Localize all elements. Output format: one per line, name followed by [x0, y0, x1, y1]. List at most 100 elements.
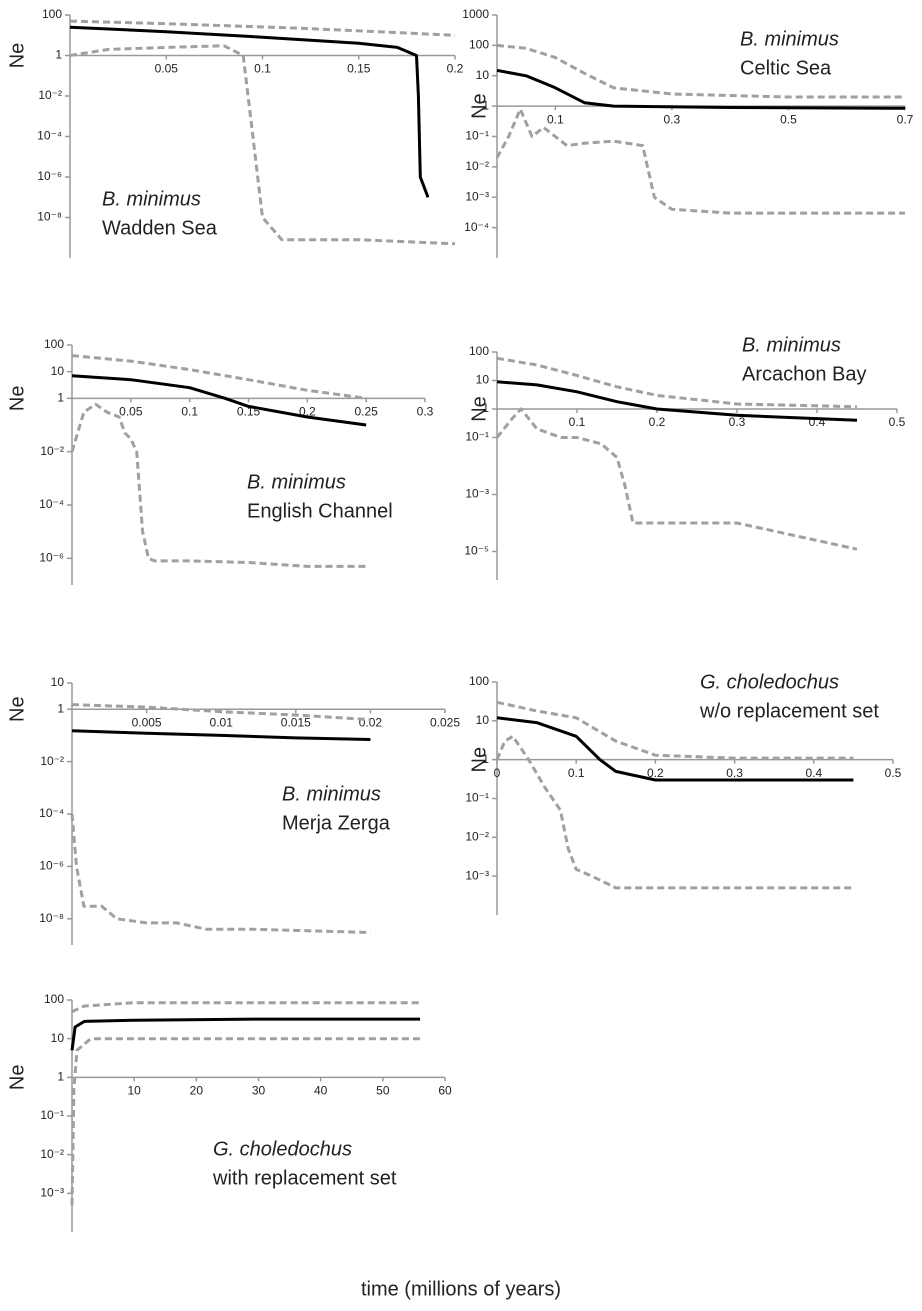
x-tick-label: 0.25 [354, 405, 378, 419]
species-label: G. choledochus [700, 671, 839, 693]
y-tick-label: 1 [55, 48, 62, 62]
species-label: B. minimus [247, 471, 346, 493]
y-tick-label: 10 [51, 1031, 65, 1045]
species-label: B. minimus [102, 188, 201, 210]
series-line [71, 374, 367, 427]
x-tick-label: 0.15 [347, 62, 371, 76]
x-tick-label: 0.5 [780, 112, 797, 126]
x-tick-label: 0.7 [897, 112, 914, 126]
y-tick-label: 10⁻³ [40, 1186, 64, 1200]
x-tick-label: 0.025 [430, 715, 460, 729]
x-tick-label: 0.02 [359, 715, 383, 729]
series-line [70, 813, 371, 934]
species-label: B. minimus [742, 334, 841, 356]
y-tick-label: 10⁻⁶ [39, 859, 64, 873]
species-label: B. minimus [282, 783, 381, 805]
y-tick-label: 10 [51, 675, 65, 689]
y-tick-label: 10⁻² [38, 88, 62, 102]
x-tick-label: 0.2 [447, 62, 464, 76]
y-tick-label: 1 [57, 701, 64, 715]
y-tick-label: 100 [44, 337, 64, 351]
y-axis-label: Ne [6, 1065, 28, 1091]
y-axis-label: Ne [6, 386, 28, 412]
y-tick-label: 10⁻⁴ [464, 220, 489, 234]
y-tick-label: 100 [469, 344, 489, 358]
y-tick-label: 1 [482, 98, 489, 112]
series-line [495, 407, 858, 551]
location-label: w/o replacement set [699, 700, 879, 722]
y-tick-label: 10 [476, 68, 490, 82]
location-label: Merja Zerga [282, 812, 391, 834]
location-label: Celtic Sea [740, 57, 832, 79]
x-tick-label: 0.015 [281, 715, 311, 729]
x-tick-label: 20 [190, 1084, 204, 1098]
y-tick-label: 1 [57, 391, 64, 405]
series-line [496, 356, 858, 409]
x-tick-label: 0.1 [547, 112, 564, 126]
y-axis-label: Ne [468, 396, 490, 422]
x-tick-label: 0.05 [119, 405, 143, 419]
y-axis-label: Ne [6, 43, 28, 69]
y-tick-label: 10⁻⁴ [39, 497, 64, 511]
location-label: Arcachon Bay [742, 363, 867, 385]
series-line [496, 716, 854, 782]
y-tick-label: 10⁻² [40, 444, 64, 458]
y-tick-label: 10⁻¹ [465, 430, 489, 444]
x-tick-label: 0.01 [210, 715, 234, 729]
series-line [69, 19, 456, 37]
series-line [71, 1001, 421, 1013]
x-tick-label: 0.4 [805, 766, 822, 780]
series-line [495, 107, 905, 215]
y-tick-label: 10⁻³ [465, 868, 489, 882]
series-line [496, 700, 854, 760]
x-tick-label: 0.5 [889, 415, 906, 429]
y-tick-label: 100 [469, 38, 489, 52]
y-tick-label: 10⁻⁶ [39, 551, 64, 565]
series-line [69, 44, 456, 246]
y-tick-label: 100 [44, 992, 64, 1006]
y-axis-label: Ne [468, 93, 490, 119]
location-label: Wadden Sea [102, 217, 218, 239]
y-tick-label: 10⁻⁴ [37, 129, 62, 143]
x-tick-label: 0.2 [647, 766, 664, 780]
y-tick-label: 10⁻¹ [465, 791, 489, 805]
series-line [70, 402, 367, 568]
x-tick-label: 0.1 [254, 62, 271, 76]
x-tick-label: 0.5 [885, 766, 902, 780]
y-tick-label: 10⁻⁸ [37, 210, 62, 224]
y-tick-label: 100 [469, 674, 489, 688]
series-line [69, 25, 430, 198]
x-tick-label: 0.3 [729, 415, 746, 429]
y-tick-label: 10⁻⁸ [39, 911, 64, 925]
y-tick-label: 10⁻⁴ [39, 806, 64, 820]
y-axis-label: Ne [6, 696, 28, 722]
x-axis-label: time (millions of years) [361, 1278, 561, 1300]
series-line [71, 354, 367, 400]
series-line [496, 68, 906, 110]
y-tick-label: 10 [51, 364, 65, 378]
y-tick-label: 10 [476, 713, 490, 727]
x-tick-label: 0.1 [181, 405, 198, 419]
series-line [495, 734, 854, 890]
y-tick-label: 1 [482, 752, 489, 766]
x-tick-label: 0.05 [155, 62, 179, 76]
location-label: English Channel [247, 500, 393, 522]
y-tick-label: 10⁻¹ [465, 129, 489, 143]
y-tick-label: 10⁻¹ [40, 1108, 64, 1122]
x-tick-label: 0.3 [417, 405, 434, 419]
x-tick-label: 0.3 [664, 112, 681, 126]
x-tick-label: 50 [376, 1084, 390, 1098]
series-line [496, 43, 905, 99]
y-tick-label: 10 [476, 373, 490, 387]
y-tick-label: 10⁻³ [465, 189, 489, 203]
species-label: B. minimus [740, 28, 839, 50]
series-line [71, 703, 371, 722]
series-line [71, 729, 371, 741]
x-tick-label: 0.1 [568, 766, 585, 780]
y-tick-label: 1 [482, 401, 489, 415]
y-tick-label: 10⁻³ [465, 487, 489, 501]
y-tick-label: 10⁻² [40, 1147, 64, 1161]
y-tick-label: 100 [42, 7, 62, 21]
location-label: with replacement set [212, 1167, 397, 1189]
